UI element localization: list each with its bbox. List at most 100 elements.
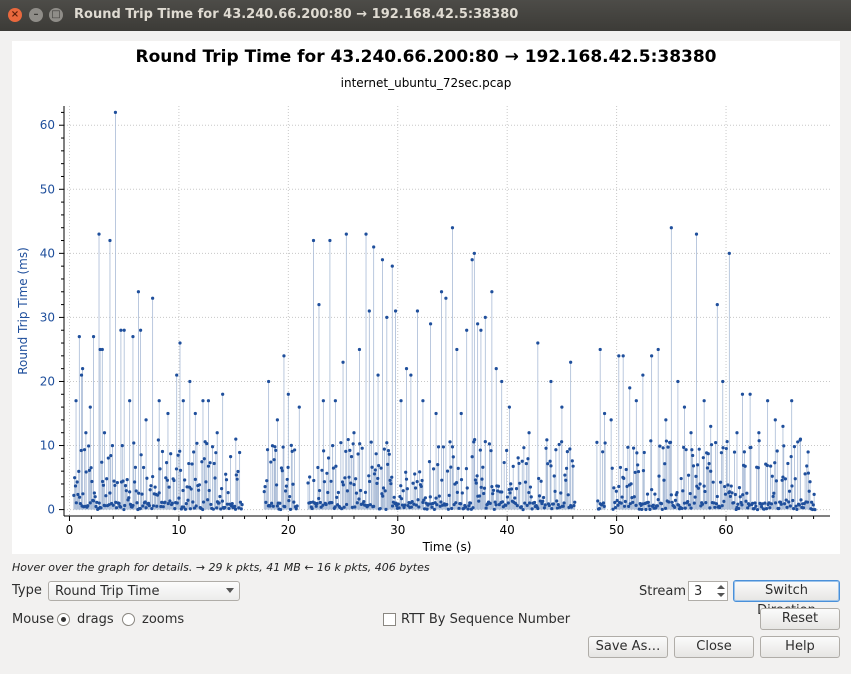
zooms-radio[interactable] [122,613,135,626]
rtt-point [436,445,441,449]
rtt-point [712,501,716,505]
rtt-point [311,238,316,243]
y-tick-label: 10 [40,439,55,453]
rtt-point [477,494,482,498]
rtt-point [553,489,557,493]
rtt-point [84,431,88,435]
rtt-point [550,507,554,511]
maximize-window-icon[interactable]: □ [49,8,63,22]
rtt-point [329,479,333,483]
rtt-point [389,482,393,486]
rtt-point [383,489,387,493]
switch-direction-button[interactable]: Switch Direction [733,580,840,618]
rtt-point [679,476,683,481]
rtt-point [364,232,368,236]
rtt-point [418,470,422,474]
rtt-point [77,495,82,499]
rtt-point [214,451,218,455]
rtt-point [812,492,816,496]
rtt-point [782,444,786,448]
rtt-by-seq-checkbox[interactable] [383,613,396,626]
rtt-point [677,503,681,507]
rtt-point [422,498,426,502]
rtt-point [413,472,417,476]
drags-label[interactable]: drags [77,612,114,627]
rtt-point [619,501,623,505]
rtt-point [650,354,654,358]
rtt-point [806,471,810,475]
spin-down-icon[interactable] [717,593,725,597]
rtt-point [226,491,230,495]
rtt-point [376,476,380,481]
title-bar[interactable]: × – □ Round Trip Time for 43.240.66.200:… [0,0,851,31]
rtt-point [684,448,688,452]
rtt-point [803,472,807,476]
reset-button[interactable]: Reset [760,608,840,630]
rtt-point [764,507,769,511]
rtt-point [151,474,155,479]
rtt-point [209,502,213,507]
rtt-point [235,477,239,481]
rtt-point [536,506,540,511]
zooms-label[interactable]: zooms [142,612,185,627]
rtt-point [197,483,202,487]
rtt-chart[interactable]: Round Trip Time for 43.240.66.200:80 → 1… [12,41,840,554]
rtt-point [649,439,653,443]
rtt-point [379,466,383,470]
rtt-point [676,379,680,384]
rtt-point [779,502,783,506]
rtt-point [114,506,119,510]
stream-spinbox[interactable]: 3 [688,581,728,601]
rtt-point [409,505,414,509]
rtt-point [348,448,352,452]
rtt-point [114,500,118,505]
minimize-window-icon[interactable]: – [29,8,43,22]
rtt-point [504,503,508,507]
rtt-point [431,501,435,506]
rtt-by-seq-label[interactable]: RTT By Sequence Number [401,612,571,627]
rtt-point [768,506,772,510]
spin-up-icon[interactable] [717,585,725,589]
rtt-point [306,481,310,485]
rtt-point [740,392,745,396]
rtt-point [701,456,705,460]
rtt-point [372,245,376,249]
rtt-point [796,440,800,444]
rtt-point [757,431,761,435]
rtt-point [808,480,812,484]
rtt-point [780,478,784,482]
rtt-point [285,477,289,482]
plot-area[interactable]: Round Trip Time for 43.240.66.200:80 → 1… [12,41,840,554]
rtt-point [210,445,215,449]
graph-type-combo[interactable]: Round Trip Time [48,581,240,601]
rtt-point [541,499,545,503]
rtt-point [215,506,219,510]
rtt-point [766,399,770,403]
rtt-point [791,498,795,503]
save-as-button[interactable]: Save As… [588,636,668,658]
rtt-point [726,483,730,487]
rtt-point [682,445,686,449]
rtt-point [133,465,138,469]
rtt-point [505,495,510,499]
rtt-point [274,448,278,452]
help-button[interactable]: Help [760,636,840,658]
close-button[interactable]: Close [674,636,754,658]
rtt-point [786,461,790,466]
rtt-point [500,490,504,494]
rtt-point [657,474,661,478]
rtt-point [479,328,483,332]
rtt-point [344,449,348,454]
close-window-icon[interactable]: × [8,8,22,22]
rtt-point [141,504,145,508]
rtt-point [663,506,668,510]
rtt-point [682,405,687,409]
rtt-point [634,503,638,507]
rtt-point [109,454,113,458]
rtt-point [681,489,685,493]
rtt-point [157,491,161,495]
rtt-point [279,507,283,512]
drags-radio[interactable] [57,613,70,626]
rtt-point [491,492,495,496]
rtt-point [747,503,751,507]
